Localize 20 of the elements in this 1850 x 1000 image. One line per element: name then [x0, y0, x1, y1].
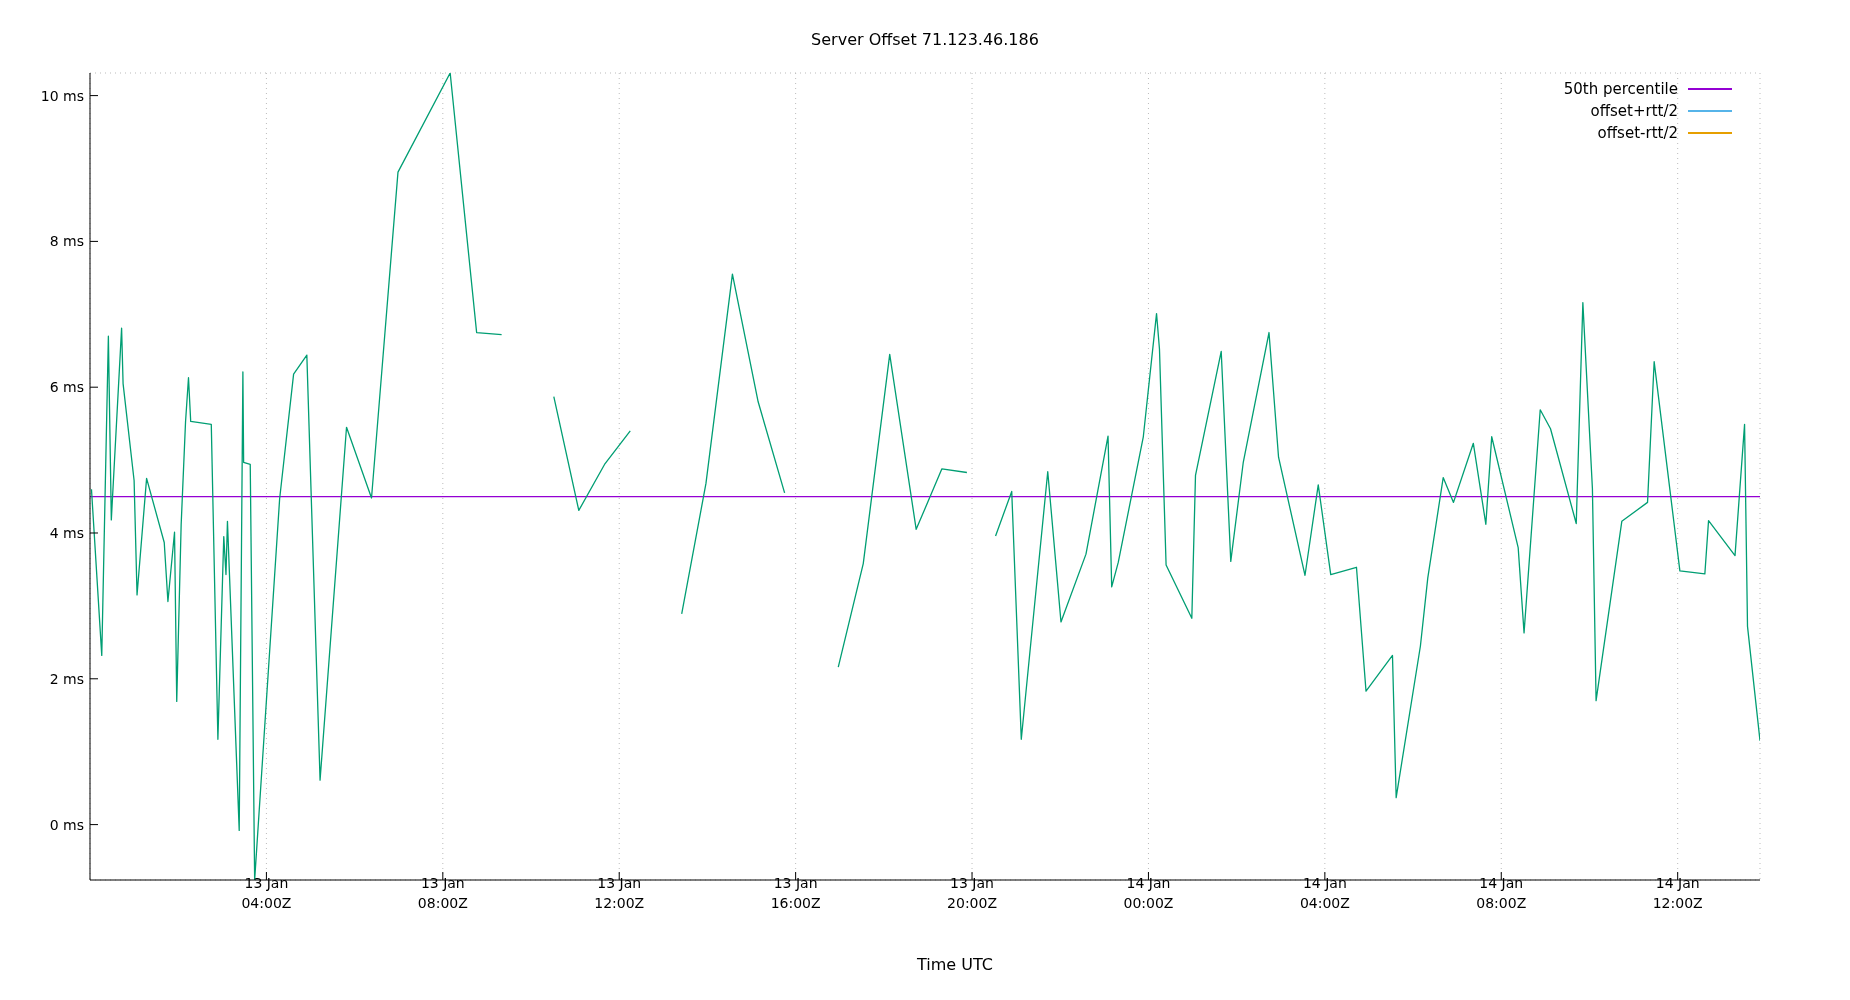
x-tick-label: 13 Jan 12:00Z	[594, 875, 645, 911]
x-tick-label: 14 Jan 00:00Z	[1123, 875, 1174, 911]
y-tick-label: 2 ms	[49, 670, 84, 687]
x-tick-label: 14 Jan 08:00Z	[1476, 875, 1527, 911]
y-tick-label: 4 ms	[49, 524, 84, 541]
x-tick-label: 14 Jan 04:00Z	[1299, 875, 1350, 911]
chart-title: Server Offset 71.123.46.186	[810, 29, 1040, 51]
legend-label: 50th percentile	[1563, 80, 1678, 98]
x-tick-label: 14 Jan 12:00Z	[1652, 875, 1703, 911]
y-tick-label: 0 ms	[49, 816, 84, 833]
legend-label: offset+rtt/2	[1590, 102, 1678, 120]
y-tick-label: 8 ms	[49, 233, 84, 250]
x-tick-label: 13 Jan 08:00Z	[417, 875, 468, 911]
x-tick-label: 13 Jan 16:00Z	[770, 875, 821, 911]
y-tick-label: 6 ms	[49, 379, 84, 396]
x-axis-title: Time UTC	[916, 955, 994, 974]
x-tick-label: 13 Jan 04:00Z	[241, 875, 292, 911]
legend-label: offset-rtt/2	[1597, 124, 1678, 142]
x-tick-label: 13 Jan 20:00Z	[947, 875, 998, 911]
y-tick-label: 10 ms	[40, 87, 84, 104]
